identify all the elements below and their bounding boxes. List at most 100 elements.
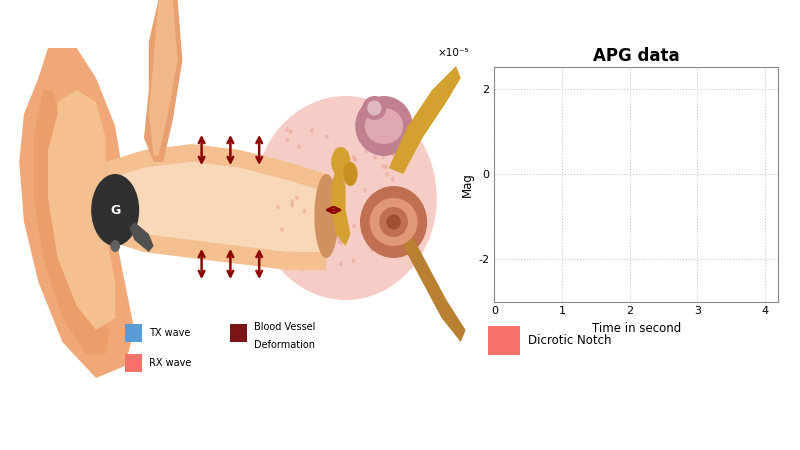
Ellipse shape <box>384 239 388 244</box>
Y-axis label: Mag: Mag <box>462 172 474 197</box>
Ellipse shape <box>334 177 338 182</box>
Ellipse shape <box>381 164 385 169</box>
Text: TX wave: TX wave <box>149 328 190 338</box>
Ellipse shape <box>339 261 342 266</box>
Text: Dicrotic Notch: Dicrotic Notch <box>528 334 611 346</box>
Bar <box>230 324 247 342</box>
Ellipse shape <box>363 188 367 193</box>
Ellipse shape <box>343 162 358 186</box>
Polygon shape <box>106 144 326 192</box>
Ellipse shape <box>310 128 314 133</box>
Ellipse shape <box>374 155 377 160</box>
Polygon shape <box>389 66 461 174</box>
X-axis label: Time in second: Time in second <box>592 322 681 335</box>
Ellipse shape <box>325 134 329 139</box>
Title: APG data: APG data <box>593 46 680 64</box>
Ellipse shape <box>276 205 280 210</box>
Ellipse shape <box>384 164 388 169</box>
Ellipse shape <box>364 149 368 154</box>
Ellipse shape <box>386 215 401 230</box>
Ellipse shape <box>327 226 331 231</box>
Ellipse shape <box>339 240 343 245</box>
Ellipse shape <box>385 172 389 177</box>
Ellipse shape <box>315 177 319 182</box>
Ellipse shape <box>302 209 306 214</box>
Polygon shape <box>106 222 326 270</box>
Ellipse shape <box>314 174 338 258</box>
Ellipse shape <box>286 138 290 143</box>
Text: Deformation: Deformation <box>254 340 315 350</box>
Ellipse shape <box>314 172 318 177</box>
Ellipse shape <box>294 167 298 172</box>
Ellipse shape <box>290 203 294 207</box>
Ellipse shape <box>336 229 340 233</box>
Polygon shape <box>106 162 326 270</box>
Polygon shape <box>48 90 115 330</box>
Ellipse shape <box>367 209 371 214</box>
Ellipse shape <box>295 195 298 200</box>
Ellipse shape <box>318 214 322 219</box>
Ellipse shape <box>351 258 355 263</box>
Bar <box>125 324 142 342</box>
Ellipse shape <box>352 224 356 229</box>
Polygon shape <box>34 90 110 354</box>
Ellipse shape <box>365 108 403 144</box>
Text: G: G <box>110 203 120 216</box>
Ellipse shape <box>376 201 379 206</box>
Ellipse shape <box>297 144 301 149</box>
Polygon shape <box>149 0 178 156</box>
Ellipse shape <box>280 227 284 232</box>
Polygon shape <box>144 0 182 162</box>
Ellipse shape <box>395 167 399 172</box>
Text: RX wave: RX wave <box>149 358 191 368</box>
Ellipse shape <box>367 100 382 116</box>
Ellipse shape <box>331 147 350 177</box>
Ellipse shape <box>379 207 408 237</box>
Ellipse shape <box>391 152 395 157</box>
Ellipse shape <box>353 158 357 162</box>
Ellipse shape <box>294 169 298 174</box>
Ellipse shape <box>338 238 341 243</box>
Ellipse shape <box>324 255 328 260</box>
Ellipse shape <box>360 186 427 258</box>
Ellipse shape <box>338 186 342 190</box>
Text: ×10⁻⁵: ×10⁻⁵ <box>438 48 469 58</box>
Ellipse shape <box>368 200 372 205</box>
Ellipse shape <box>373 223 376 227</box>
Text: Blood Vessel: Blood Vessel <box>254 322 316 332</box>
Ellipse shape <box>352 155 356 159</box>
Polygon shape <box>19 48 134 378</box>
Ellipse shape <box>381 216 385 221</box>
Ellipse shape <box>110 240 120 252</box>
Ellipse shape <box>362 96 386 120</box>
Ellipse shape <box>379 128 382 133</box>
Ellipse shape <box>286 127 289 132</box>
Ellipse shape <box>301 266 304 271</box>
Ellipse shape <box>383 204 387 209</box>
Ellipse shape <box>290 199 294 204</box>
Ellipse shape <box>370 198 418 246</box>
Bar <box>125 354 142 372</box>
Ellipse shape <box>254 96 437 300</box>
Ellipse shape <box>91 174 139 246</box>
Ellipse shape <box>336 213 340 217</box>
Ellipse shape <box>370 248 374 252</box>
Ellipse shape <box>335 235 339 240</box>
Ellipse shape <box>355 96 413 156</box>
Ellipse shape <box>289 129 293 134</box>
Ellipse shape <box>304 171 308 176</box>
Polygon shape <box>331 168 350 246</box>
Ellipse shape <box>394 234 398 238</box>
Ellipse shape <box>391 177 394 181</box>
Polygon shape <box>130 222 154 252</box>
Ellipse shape <box>334 148 338 153</box>
Bar <box>488 326 520 355</box>
Ellipse shape <box>275 255 278 260</box>
Ellipse shape <box>382 154 385 159</box>
Ellipse shape <box>402 167 406 171</box>
Ellipse shape <box>389 243 393 248</box>
Ellipse shape <box>292 251 296 256</box>
Polygon shape <box>403 228 466 342</box>
Ellipse shape <box>316 184 319 189</box>
Ellipse shape <box>411 139 415 144</box>
